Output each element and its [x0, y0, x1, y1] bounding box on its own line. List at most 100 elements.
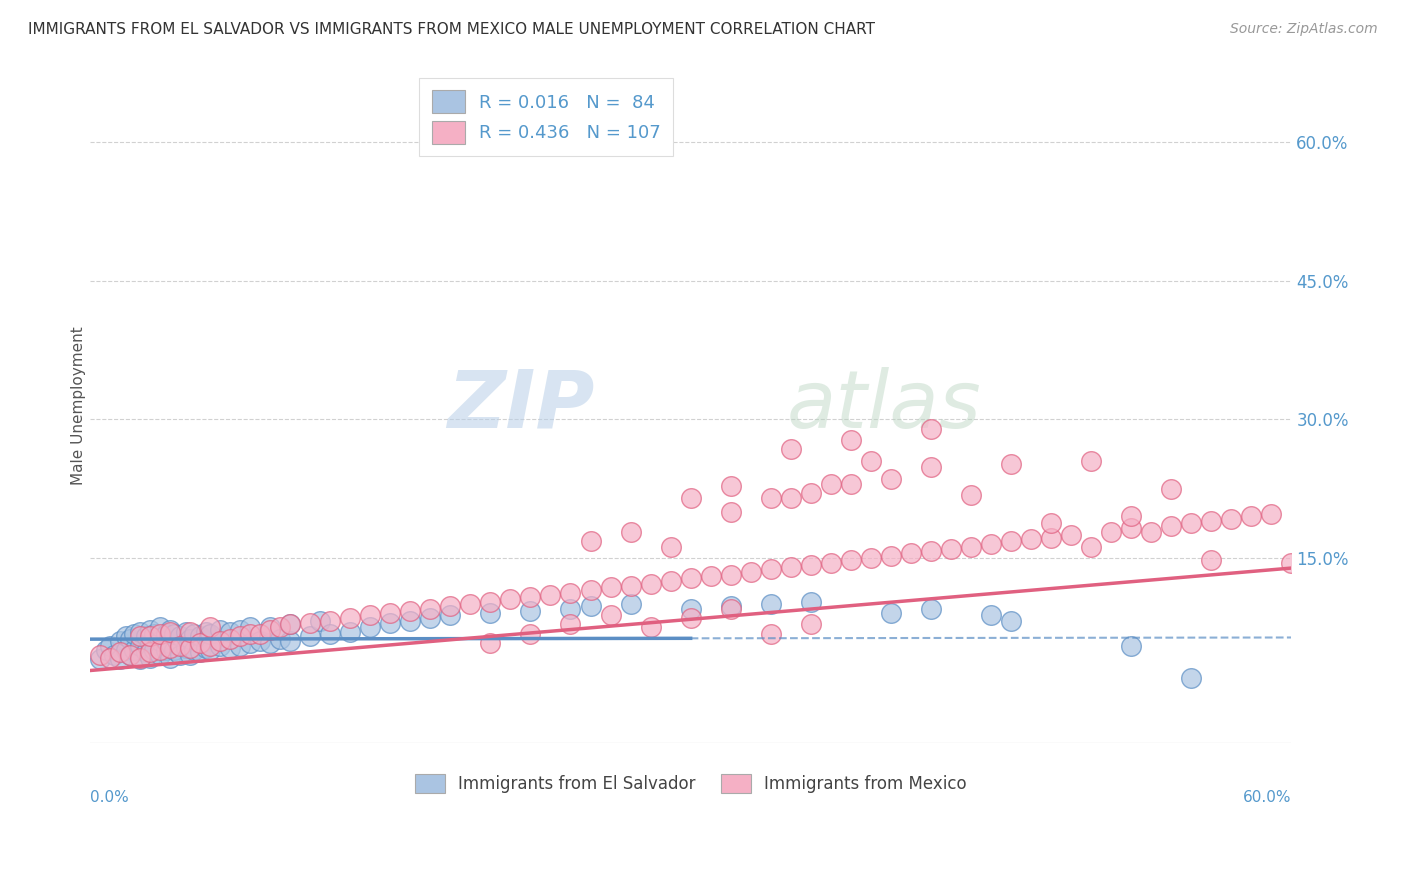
Point — [299, 629, 322, 643]
Point — [299, 615, 322, 630]
Point — [640, 620, 662, 634]
Point — [269, 620, 291, 634]
Point — [1040, 516, 1063, 530]
Point — [759, 597, 782, 611]
Point — [599, 608, 621, 623]
Point — [89, 648, 111, 662]
Point — [579, 599, 602, 613]
Text: Source: ZipAtlas.com: Source: ZipAtlas.com — [1230, 22, 1378, 37]
Point — [118, 632, 141, 647]
Point — [118, 648, 141, 662]
Point — [619, 597, 641, 611]
Point — [129, 652, 152, 666]
Point — [579, 583, 602, 598]
Point — [155, 643, 177, 657]
Point — [149, 620, 172, 634]
Point — [198, 643, 221, 657]
Point — [198, 620, 221, 634]
Point — [419, 601, 441, 615]
Point — [659, 540, 682, 554]
Point — [619, 578, 641, 592]
Point — [239, 626, 262, 640]
Point — [759, 626, 782, 640]
Point — [1121, 639, 1143, 653]
Point — [359, 608, 381, 623]
Point — [115, 629, 138, 643]
Point — [98, 639, 121, 653]
Point — [229, 629, 252, 643]
Point — [1000, 614, 1022, 628]
Point — [149, 626, 172, 640]
Point — [278, 617, 301, 632]
Point — [139, 636, 162, 650]
Point — [183, 643, 205, 657]
Point — [859, 550, 882, 565]
Point — [920, 460, 942, 475]
Point — [380, 615, 402, 630]
Point — [800, 486, 823, 500]
Point — [1000, 534, 1022, 549]
Point — [122, 626, 145, 640]
Point — [779, 442, 801, 456]
Point — [920, 422, 942, 436]
Point — [439, 599, 461, 613]
Point — [439, 608, 461, 623]
Point — [278, 634, 301, 648]
Point — [159, 624, 181, 639]
Point — [1040, 531, 1063, 545]
Point — [699, 569, 721, 583]
Point — [159, 650, 181, 665]
Point — [720, 601, 742, 615]
Point — [1000, 457, 1022, 471]
Point — [560, 601, 582, 615]
Point — [839, 477, 862, 491]
Point — [579, 534, 602, 549]
Point — [1281, 556, 1303, 570]
Point — [259, 620, 281, 634]
Point — [139, 650, 162, 665]
Point — [540, 588, 562, 602]
Point — [259, 636, 281, 650]
Point — [229, 623, 252, 637]
Point — [759, 491, 782, 505]
Point — [679, 491, 702, 505]
Point — [939, 541, 962, 556]
Legend: Immigrants from El Salvador, Immigrants from Mexico: Immigrants from El Salvador, Immigrants … — [406, 765, 974, 802]
Point — [198, 639, 221, 653]
Point — [259, 623, 281, 637]
Y-axis label: Male Unemployment: Male Unemployment — [72, 326, 86, 485]
Point — [249, 634, 271, 648]
Point — [142, 643, 165, 657]
Point — [759, 562, 782, 576]
Point — [800, 617, 823, 632]
Point — [1140, 524, 1163, 539]
Point — [1160, 518, 1182, 533]
Point — [163, 626, 186, 640]
Point — [195, 641, 218, 656]
Point — [499, 592, 522, 607]
Point — [419, 611, 441, 625]
Point — [219, 632, 242, 647]
Point — [1099, 524, 1122, 539]
Point — [980, 608, 1002, 623]
Point — [519, 604, 541, 618]
Point — [679, 571, 702, 585]
Point — [1201, 553, 1223, 567]
Point — [1060, 528, 1083, 542]
Point — [1180, 671, 1202, 685]
Point — [960, 540, 983, 554]
Point — [135, 629, 157, 643]
Point — [1160, 482, 1182, 496]
Point — [179, 648, 201, 662]
Point — [108, 634, 131, 648]
Point — [139, 623, 162, 637]
Point — [1121, 509, 1143, 524]
Point — [880, 472, 903, 486]
Point — [720, 599, 742, 613]
Point — [139, 629, 162, 643]
Point — [880, 549, 903, 563]
Point — [208, 639, 231, 653]
Point — [779, 491, 801, 505]
Point — [659, 574, 682, 588]
Point — [679, 611, 702, 625]
